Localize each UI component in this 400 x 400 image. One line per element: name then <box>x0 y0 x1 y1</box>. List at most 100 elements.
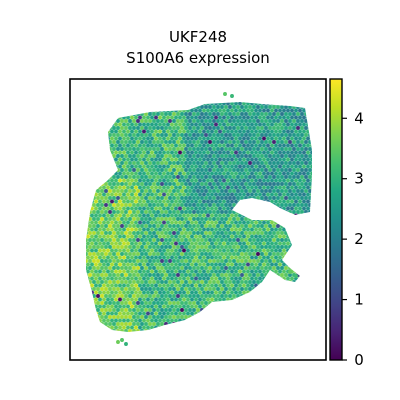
spot <box>276 224 280 228</box>
spot <box>110 241 114 246</box>
spot <box>232 203 236 207</box>
spot <box>288 182 292 186</box>
spot <box>156 196 160 200</box>
spot <box>126 255 130 260</box>
spot <box>244 224 248 228</box>
spot <box>142 171 146 176</box>
spot <box>210 248 214 253</box>
spot <box>216 168 220 172</box>
spot <box>102 192 106 197</box>
spot <box>172 294 176 298</box>
spot <box>218 206 222 211</box>
spot <box>194 185 198 190</box>
spot <box>130 325 134 330</box>
spot <box>174 213 178 218</box>
spot <box>220 252 224 256</box>
spot <box>290 115 294 120</box>
spot <box>188 119 192 123</box>
spot <box>98 262 102 267</box>
spot <box>166 157 170 162</box>
spot <box>222 234 226 239</box>
spot <box>260 259 264 263</box>
spot <box>112 175 116 179</box>
spot <box>286 206 290 211</box>
spot <box>202 234 206 239</box>
spot <box>196 133 200 137</box>
spot <box>146 234 150 239</box>
spot <box>280 238 284 242</box>
spot <box>186 136 190 141</box>
spot <box>148 280 152 284</box>
spot <box>282 129 286 134</box>
spot <box>98 227 102 232</box>
spot <box>294 115 298 120</box>
spot <box>142 325 146 330</box>
spot <box>174 129 178 134</box>
spot <box>132 252 136 256</box>
spot <box>94 199 98 204</box>
spot <box>276 245 280 249</box>
spot <box>116 294 120 298</box>
spot <box>196 273 200 277</box>
spot <box>106 206 110 211</box>
spot <box>262 129 266 134</box>
spot <box>260 105 264 109</box>
spot <box>116 175 120 179</box>
spot <box>270 185 274 190</box>
spot <box>126 143 130 148</box>
spot <box>146 157 150 162</box>
spot <box>186 220 190 225</box>
spot <box>198 262 202 267</box>
spot <box>218 297 222 302</box>
spot <box>96 252 100 256</box>
spot <box>122 178 126 183</box>
spot <box>220 161 224 165</box>
spot <box>202 115 206 120</box>
spot <box>138 206 142 211</box>
spot <box>124 259 128 263</box>
spot <box>104 217 108 221</box>
spot <box>182 143 186 148</box>
spot <box>292 133 296 137</box>
spot <box>258 185 262 190</box>
spot <box>164 112 168 116</box>
spot <box>150 297 154 302</box>
spot <box>270 255 274 260</box>
spot <box>238 290 242 295</box>
spot <box>140 154 144 158</box>
spot <box>202 255 206 260</box>
spot <box>224 210 228 214</box>
spot <box>124 154 128 158</box>
spot <box>200 301 204 305</box>
spot <box>176 238 180 242</box>
spot <box>174 185 178 190</box>
spot <box>216 294 220 298</box>
spot <box>218 248 222 253</box>
spot <box>124 147 128 151</box>
spot <box>274 227 278 232</box>
spot <box>184 287 188 291</box>
spot <box>178 199 182 204</box>
spot <box>236 126 240 130</box>
spot <box>258 108 262 113</box>
spot <box>272 161 276 165</box>
spot <box>164 224 168 228</box>
spot <box>256 259 260 263</box>
spot <box>206 129 210 134</box>
spot <box>212 238 216 242</box>
spot <box>204 294 208 298</box>
spot <box>104 196 108 200</box>
spot <box>94 283 98 288</box>
spot <box>188 231 192 235</box>
spot <box>144 301 148 305</box>
spot <box>96 294 100 298</box>
spot <box>220 294 224 298</box>
spot <box>178 115 182 120</box>
spot <box>182 255 186 260</box>
spot <box>298 192 302 197</box>
spot <box>156 287 160 291</box>
spot <box>178 248 182 253</box>
spot <box>198 136 202 141</box>
spot <box>190 255 194 260</box>
spot <box>168 315 172 319</box>
